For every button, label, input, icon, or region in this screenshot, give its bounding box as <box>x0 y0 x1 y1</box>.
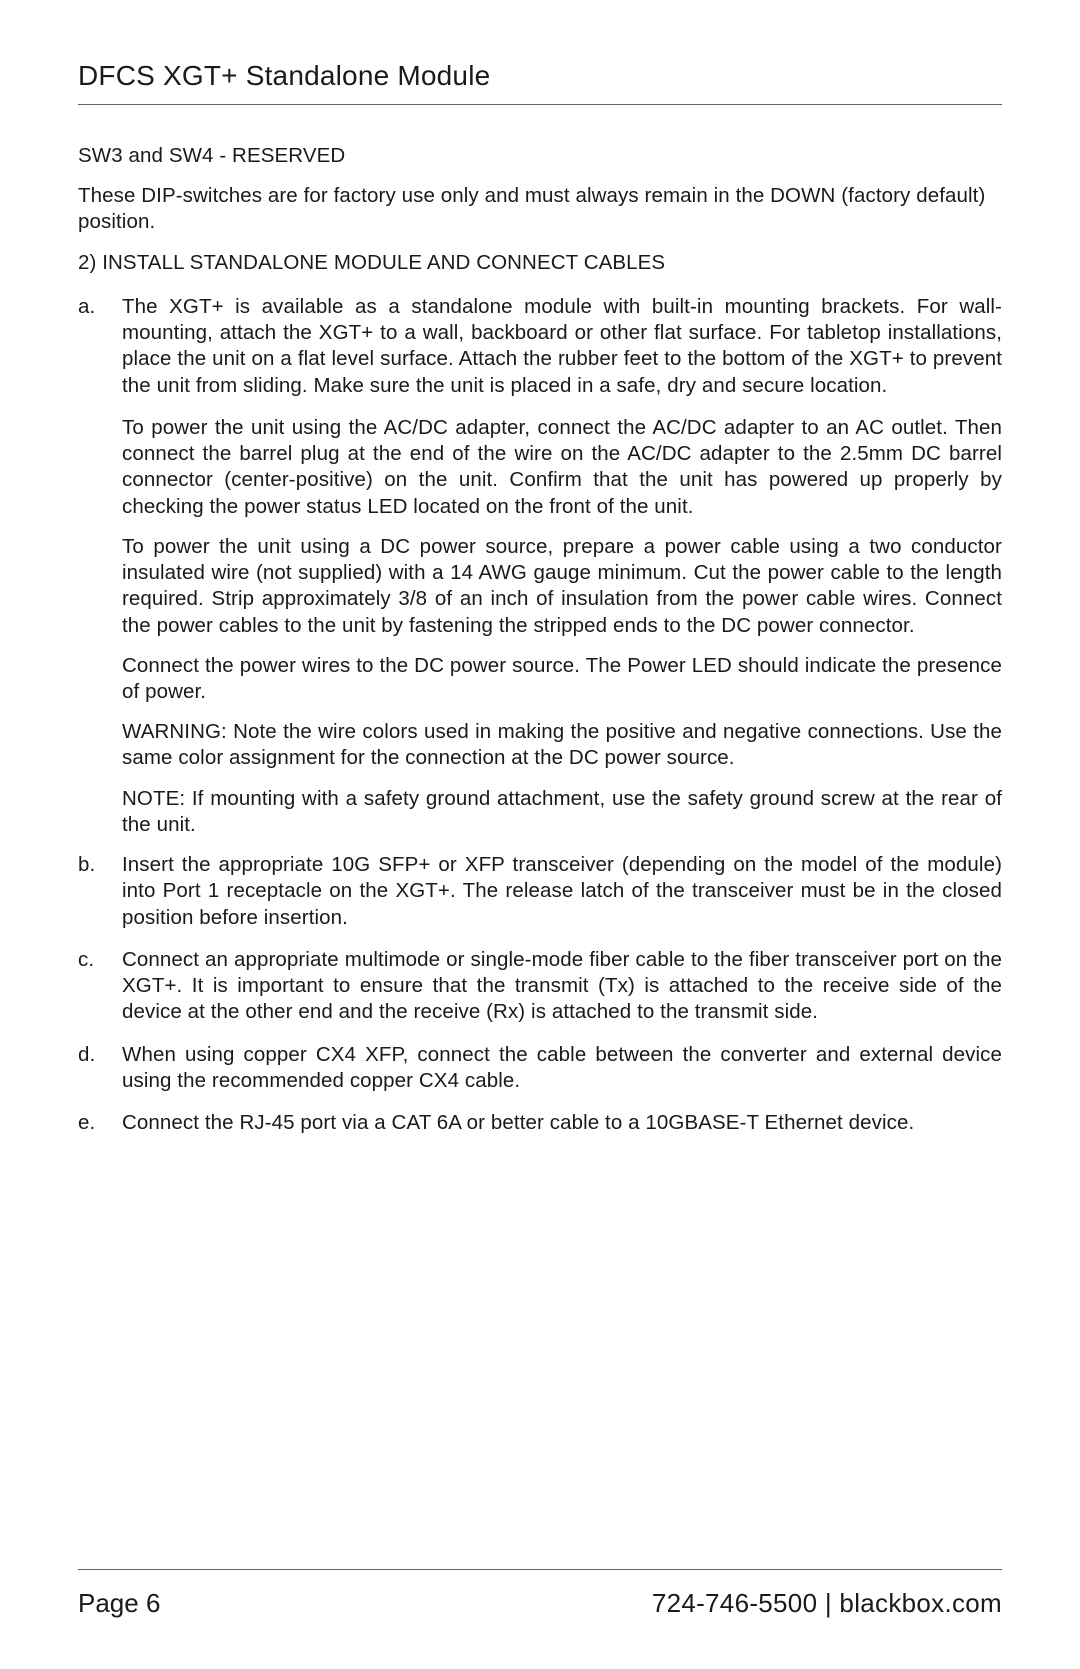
list-marker: b. <box>78 852 102 931</box>
list-marker: a. <box>78 294 102 399</box>
list-body: The XGT+ is available as a standalone mo… <box>122 294 1002 399</box>
list-marker: e. <box>78 1110 102 1136</box>
list-item: c. Connect an appropriate multimode or s… <box>78 947 1002 1026</box>
list-subpara: Connect the power wires to the DC power … <box>122 653 1002 705</box>
install-steps-list: a. The XGT+ is available as a standalone… <box>78 294 1002 1136</box>
list-item: e. Connect the RJ-45 port via a CAT 6A o… <box>78 1110 1002 1136</box>
page-title: DFCS XGT+ Standalone Module <box>78 60 1002 92</box>
list-subpara: To power the unit using a DC power sourc… <box>122 534 1002 639</box>
list-body: When using copper CX4 XFP, connect the c… <box>122 1042 1002 1094</box>
list-body: Connect an appropriate multimode or sing… <box>122 947 1002 1026</box>
list-marker: d. <box>78 1042 102 1094</box>
list-item: d. When using copper CX4 XFP, connect th… <box>78 1042 1002 1094</box>
list-item: a. The XGT+ is available as a standalone… <box>78 294 1002 399</box>
sw-reserved-heading: SW3 and SW4 - RESERVED <box>78 143 1002 169</box>
list-item: b. Insert the appropriate 10G SFP+ or XF… <box>78 852 1002 931</box>
footer-contact: 724-746-5500 | blackbox.com <box>652 1588 1002 1619</box>
list-subpara: WARNING: Note the wire colors used in ma… <box>122 719 1002 771</box>
list-marker: c. <box>78 947 102 1026</box>
page-content: SW3 and SW4 - RESERVED These DIP-switche… <box>78 143 1002 1569</box>
page-number: Page 6 <box>78 1588 160 1619</box>
page-footer: Page 6 724-746-5500 | blackbox.com <box>78 1569 1002 1619</box>
list-body: Connect the RJ-45 port via a CAT 6A or b… <box>122 1110 1002 1136</box>
list-body: Insert the appropriate 10G SFP+ or XFP t… <box>122 852 1002 931</box>
install-heading: 2) INSTALL STANDALONE MODULE AND CONNECT… <box>78 250 1002 276</box>
sw-reserved-text: These DIP-switches are for factory use o… <box>78 183 1002 235</box>
list-subpara: NOTE: If mounting with a safety ground a… <box>122 786 1002 838</box>
list-subpara: To power the unit using the AC/DC adapte… <box>122 415 1002 520</box>
page-header: DFCS XGT+ Standalone Module <box>78 60 1002 105</box>
